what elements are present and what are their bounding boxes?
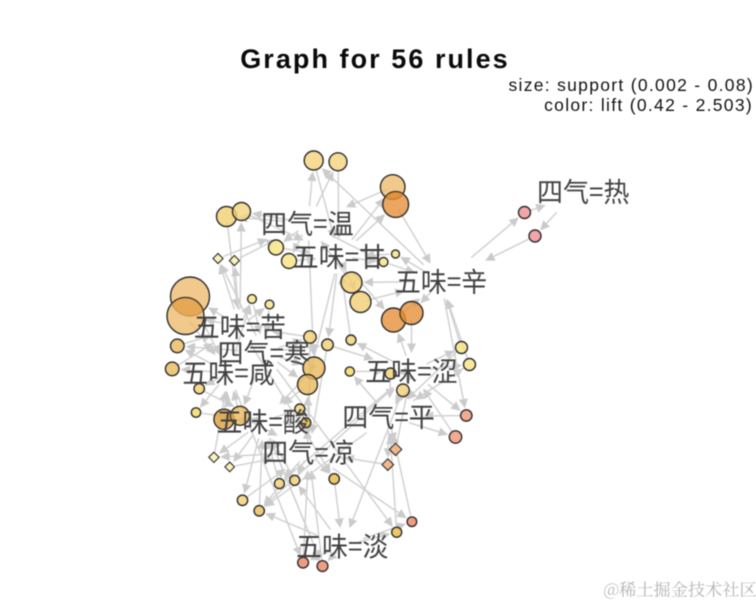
svg-text:size: support (0.002 - 0.08): size: support (0.002 - 0.08) [508,75,754,95]
svg-text:color: lift (0.42 - 2.503): color: lift (0.42 - 2.503) [544,95,753,115]
svg-text:Graph for 56 rules: Graph for 56 rules [240,44,509,74]
